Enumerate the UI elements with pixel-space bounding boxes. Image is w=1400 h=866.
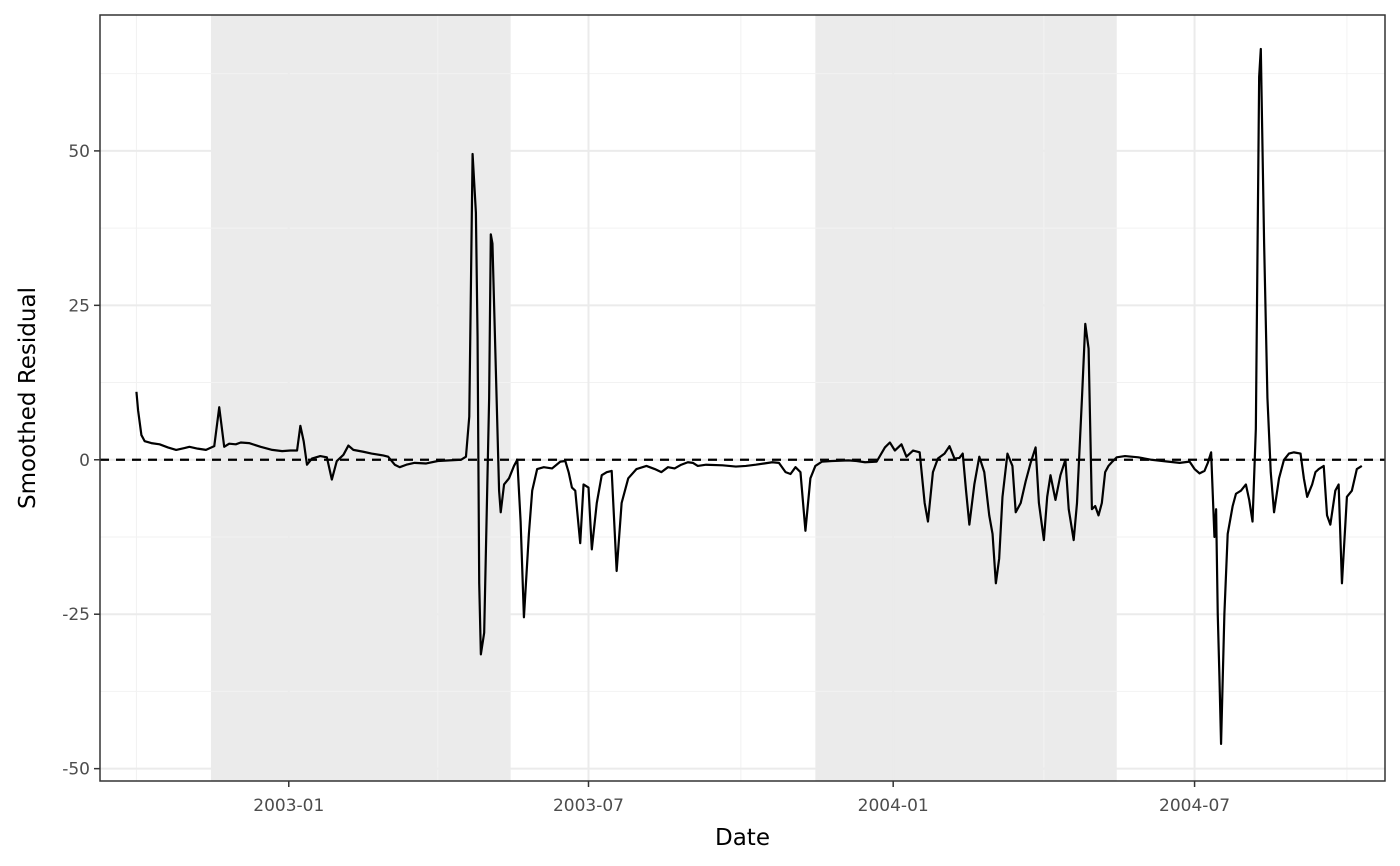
- shaded-period-1: [210, 15, 511, 781]
- series-group: [135, 47, 1363, 746]
- y-tick-label: -50: [62, 760, 90, 780]
- series-line-1: [135, 47, 1363, 746]
- y-axis-title: Smoothed Residual: [15, 287, 41, 509]
- shaded-periods: [210, 15, 1117, 781]
- y-tick-label: 0: [79, 451, 90, 471]
- y-tick-label: 50: [68, 142, 90, 162]
- shaded-period-2: [815, 15, 1117, 781]
- x-tick-label: 2003-01: [253, 796, 324, 816]
- x-tick-label: 2004-01: [858, 796, 929, 816]
- gridlines: [100, 15, 1385, 781]
- x-axis-ticks: 2003-01 2003-07 2004-01 2004-07: [253, 781, 1230, 816]
- x-axis-title: Date: [715, 825, 770, 851]
- y-tick-label: -25: [62, 605, 90, 625]
- panel-border: [99, 14, 1386, 782]
- x-tick-label: 2003-07: [553, 796, 624, 816]
- y-axis-ticks: -50 -25 0 25 50: [62, 142, 100, 780]
- x-tick-label: 2004-07: [1159, 796, 1230, 816]
- y-tick-label: 25: [68, 296, 90, 316]
